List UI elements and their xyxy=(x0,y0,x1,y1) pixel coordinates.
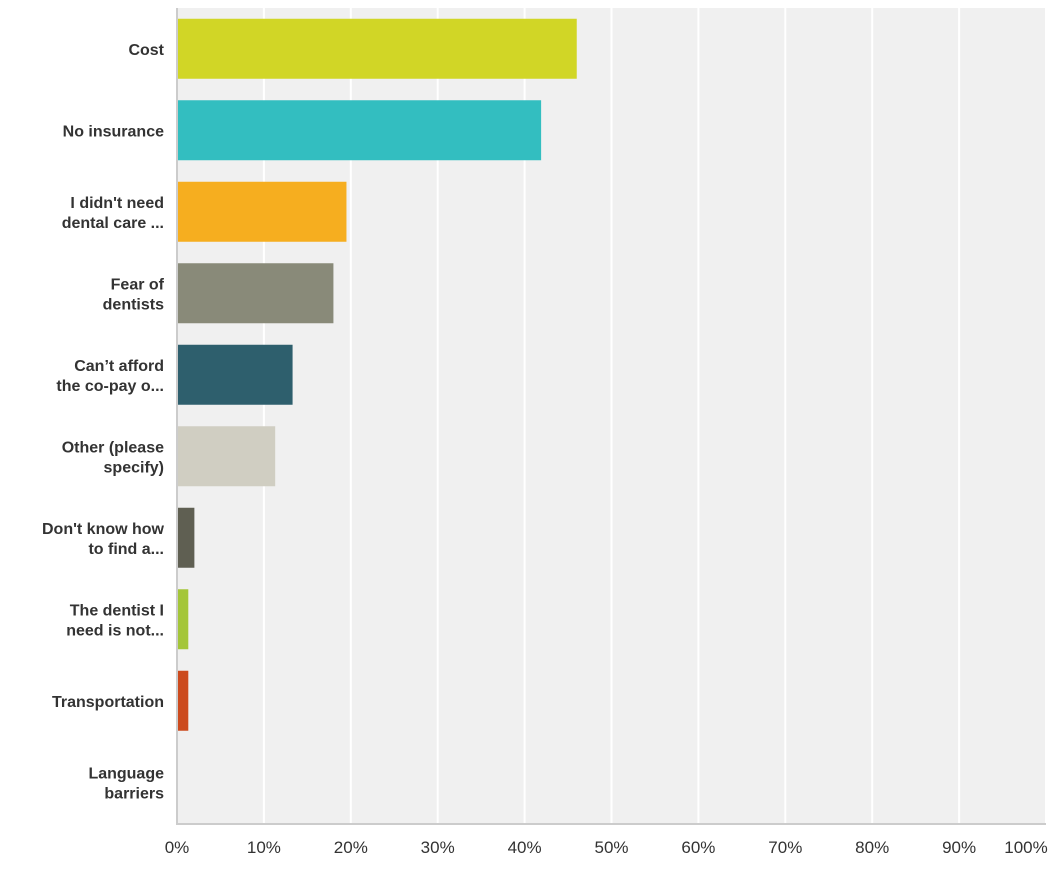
category-label-line: Don't know how xyxy=(42,521,165,538)
bar xyxy=(177,589,189,650)
bar xyxy=(177,181,347,242)
category-label: Don't know how to find a... xyxy=(42,521,165,558)
category-label: The dentist I need is not... xyxy=(66,602,164,639)
category-label-line: barriers xyxy=(104,785,164,802)
x-tick-label: 60% xyxy=(681,838,715,857)
category-label-line: to find a... xyxy=(88,541,164,558)
category-label: No insurance xyxy=(63,123,164,140)
category-label: Language barriers xyxy=(88,765,164,802)
category-label-line: Transportation xyxy=(52,694,164,711)
bar xyxy=(177,426,276,487)
category-label: Transportation xyxy=(52,694,164,711)
bar xyxy=(177,344,293,405)
category-label: Fear of dentists xyxy=(103,276,165,313)
category-label-line: Fear of xyxy=(111,276,165,293)
category-label-line: No insurance xyxy=(63,123,164,140)
bar xyxy=(177,670,189,731)
category-labels: Cost No insurance I didn't need dental care… xyxy=(42,42,165,803)
x-tick-label: 90% xyxy=(942,838,976,857)
category-label-line: Other (please xyxy=(62,439,164,456)
category-label-line: the co-pay o... xyxy=(56,378,164,395)
category-label-line: Cost xyxy=(128,42,164,59)
bar xyxy=(177,507,195,568)
bar xyxy=(177,18,577,79)
category-label: Other (please specify) xyxy=(62,439,164,476)
category-label-line: I didn't need xyxy=(70,195,164,212)
x-tick-label: 40% xyxy=(508,838,542,857)
x-tick-label: 100% xyxy=(1004,838,1047,857)
x-tick-label: 20% xyxy=(334,838,368,857)
category-label: I didn't need dental care ... xyxy=(62,195,164,232)
x-tick-label: 70% xyxy=(768,838,802,857)
category-label-line: specify) xyxy=(104,459,164,476)
x-tick-label: 30% xyxy=(421,838,455,857)
category-label-line: dental care ... xyxy=(62,215,164,232)
bar xyxy=(177,100,542,161)
category-label-line: dentists xyxy=(103,296,164,313)
x-tick-label: 0% xyxy=(165,838,190,857)
category-label-line: The dentist I xyxy=(70,602,164,619)
category-label-line: need is not... xyxy=(66,622,164,639)
category-label-line: Language xyxy=(88,765,164,782)
x-tick-label: 50% xyxy=(594,838,628,857)
x-tick-labels: 0% 10% 20% 30% 40% 50% 60% 70% 80% 90% 100% xyxy=(165,838,1048,857)
category-label: Can’t afford the co-pay o... xyxy=(56,358,164,395)
x-tick-label: 80% xyxy=(855,838,889,857)
category-label: Cost xyxy=(128,42,164,59)
bars xyxy=(177,18,577,731)
x-tick-label: 10% xyxy=(247,838,281,857)
bar xyxy=(177,263,334,324)
category-label-line: Can’t afford xyxy=(74,358,164,375)
